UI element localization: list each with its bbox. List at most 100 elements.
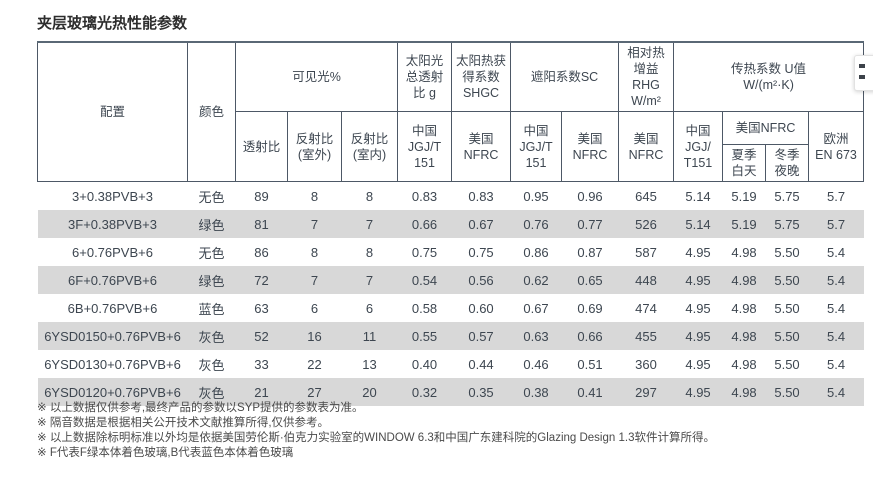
col-header-sc-std-us: 美国 NFRC [561,111,620,182]
header-line: 中国 [523,123,549,138]
col-header-visible-light: 可见光% [234,41,399,112]
value-cell: 16 [307,328,322,344]
value-cell: 5.4 [826,328,846,344]
config-cell: 6+0.76PVB+6 [72,244,153,260]
table-row: 3F+0.38PVB+3 绿色 81 7 7 0.66 0.67 0.76 0.77 526 5.1… [37,210,864,238]
header-line: 美国 [577,131,603,146]
table-row: 3+0.38PVB+3 无色 89 8 8 0.83 0.83 0.95 0.96 645 5.14… [38,182,864,211]
value-cell: 526 [635,216,657,232]
value-cell: 5.19 [731,188,757,204]
value-cell: 4.98 [731,384,757,400]
value-cell: 5.50 [774,328,800,344]
value-cell: 灰色 [198,385,225,401]
value-cell: 0.75 [411,244,438,260]
value-cell: 645 [635,188,657,204]
value-cell: 8 [310,244,319,260]
col-header-u-std-eu: 欧洲 EN 673 [808,111,865,182]
config-cell: 3F+0.38PVB+3 [68,216,157,232]
config-cell: 6YSD0130+0.76PVB+6 [44,356,181,372]
value-cell: 52 [254,328,269,344]
value-cell: 0.44 [468,356,494,372]
value-cell: 455 [635,328,657,344]
value-cell: 0.62 [523,272,549,288]
col-header-transmittance: 透射比 [235,111,288,182]
value-cell: 0.86 [523,244,549,260]
col-header-rhg-std-us: 美国 NFRC [618,111,675,182]
value-cell: 4.95 [685,384,711,400]
value-cell: 0.83 [468,188,494,204]
header-line: (室外) [297,147,332,162]
value-cell: 6 [310,300,319,316]
table-row: 6YSD0130+0.76PVB+6 灰色 33 22 13 0.40 0.44 0.46 0.… [38,350,864,378]
value-cell: 0.83 [411,188,438,204]
value-cell: 89 [254,188,269,204]
value-cell: 5.14 [685,216,711,232]
value-cell: 5.50 [774,300,800,316]
value-cell: 72 [254,272,269,288]
header-line: NFRC [628,147,664,162]
performance-table: 配置 颜色 可见光% 太阳光 总透射 比 g 太阳热获 得系数 SHGC 遮阳系… [37,41,865,406]
value-cell: 5.4 [826,384,846,400]
header-line: T151 [683,155,713,170]
col-header-u-winter: 冬季 夜晚 [765,144,810,182]
value-cell: 13 [362,356,377,372]
value-cell: 0.76 [523,216,549,232]
header-line: 中国 [685,123,711,138]
value-cell: 33 [254,356,269,372]
value-cell: 7 [310,216,319,232]
config-cell: 6YSD0120+0.76PVB+6 [44,384,181,400]
header-line: 冬季 [774,148,800,162]
value-cell: 27 [307,384,322,400]
value-cell: 5.19 [731,216,757,232]
value-cell: 8 [365,188,374,204]
header-line: JGJ/T [519,139,553,154]
header-line: 总透射 [405,70,444,84]
value-cell: 0.55 [411,328,438,344]
header-line: EN 673 [815,147,857,162]
value-cell: 0.87 [577,244,603,260]
value-cell: 0.75 [468,244,494,260]
value-cell: 绿色 [198,217,225,233]
config-cell: 6YSD0150+0.76PVB+6 [44,328,181,344]
value-cell: 0.38 [523,384,549,400]
header-line: NFRC [572,147,608,162]
header-line: 美国 [468,131,494,146]
header-line: 夏季 [731,148,757,162]
value-cell: 5.50 [774,272,800,288]
value-cell: 0.66 [577,328,603,344]
value-cell: 21 [254,384,269,400]
value-cell: 4.95 [685,328,711,344]
header-line: SHGC [462,86,500,100]
header-line: 中国 [412,123,438,138]
value-cell: 0.95 [523,188,549,204]
value-cell: 6 [365,300,374,316]
value-cell: 0.51 [577,356,603,372]
header-line: 美国 [633,131,659,146]
value-cell: 0.60 [468,300,494,316]
header-line: 比 g [413,86,436,100]
value-cell: 7 [365,216,374,232]
value-cell: 无色 [198,245,225,261]
header-line: 太阳光 [405,54,444,68]
table-row: 6F+0.76PVB+6 绿色 72 7 7 0.54 0.56 0.62 0.65 448 4.9… [37,266,864,294]
value-cell: 5.75 [774,188,800,204]
value-cell: 4.98 [731,356,757,372]
value-cell: 0.67 [523,300,549,316]
value-cell: 0.54 [411,272,438,288]
config-cell: 3+0.38PVB+3 [72,188,153,204]
value-cell: 5.7 [826,188,846,204]
table-header: 配置 颜色 可见光% 太阳光 总透射 比 g 太阳热获 得系数 SHGC 遮阳系… [37,41,865,182]
col-header-solar-g: 太阳光 总透射 比 g [397,41,453,112]
value-cell: 587 [635,244,657,260]
col-header-sc-std-china: 中国 JGJ/T 151 [510,111,563,182]
value-cell: 4.95 [685,272,711,288]
header-line: 相对热 [627,46,665,60]
value-cell: 8 [310,188,319,204]
value-cell: 297 [635,384,657,400]
value-cell: 5.50 [774,384,800,400]
floating-widget[interactable] [854,55,873,91]
value-cell: 7 [365,272,374,288]
value-cell: 474 [635,300,657,316]
value-cell: 蓝色 [198,301,225,317]
